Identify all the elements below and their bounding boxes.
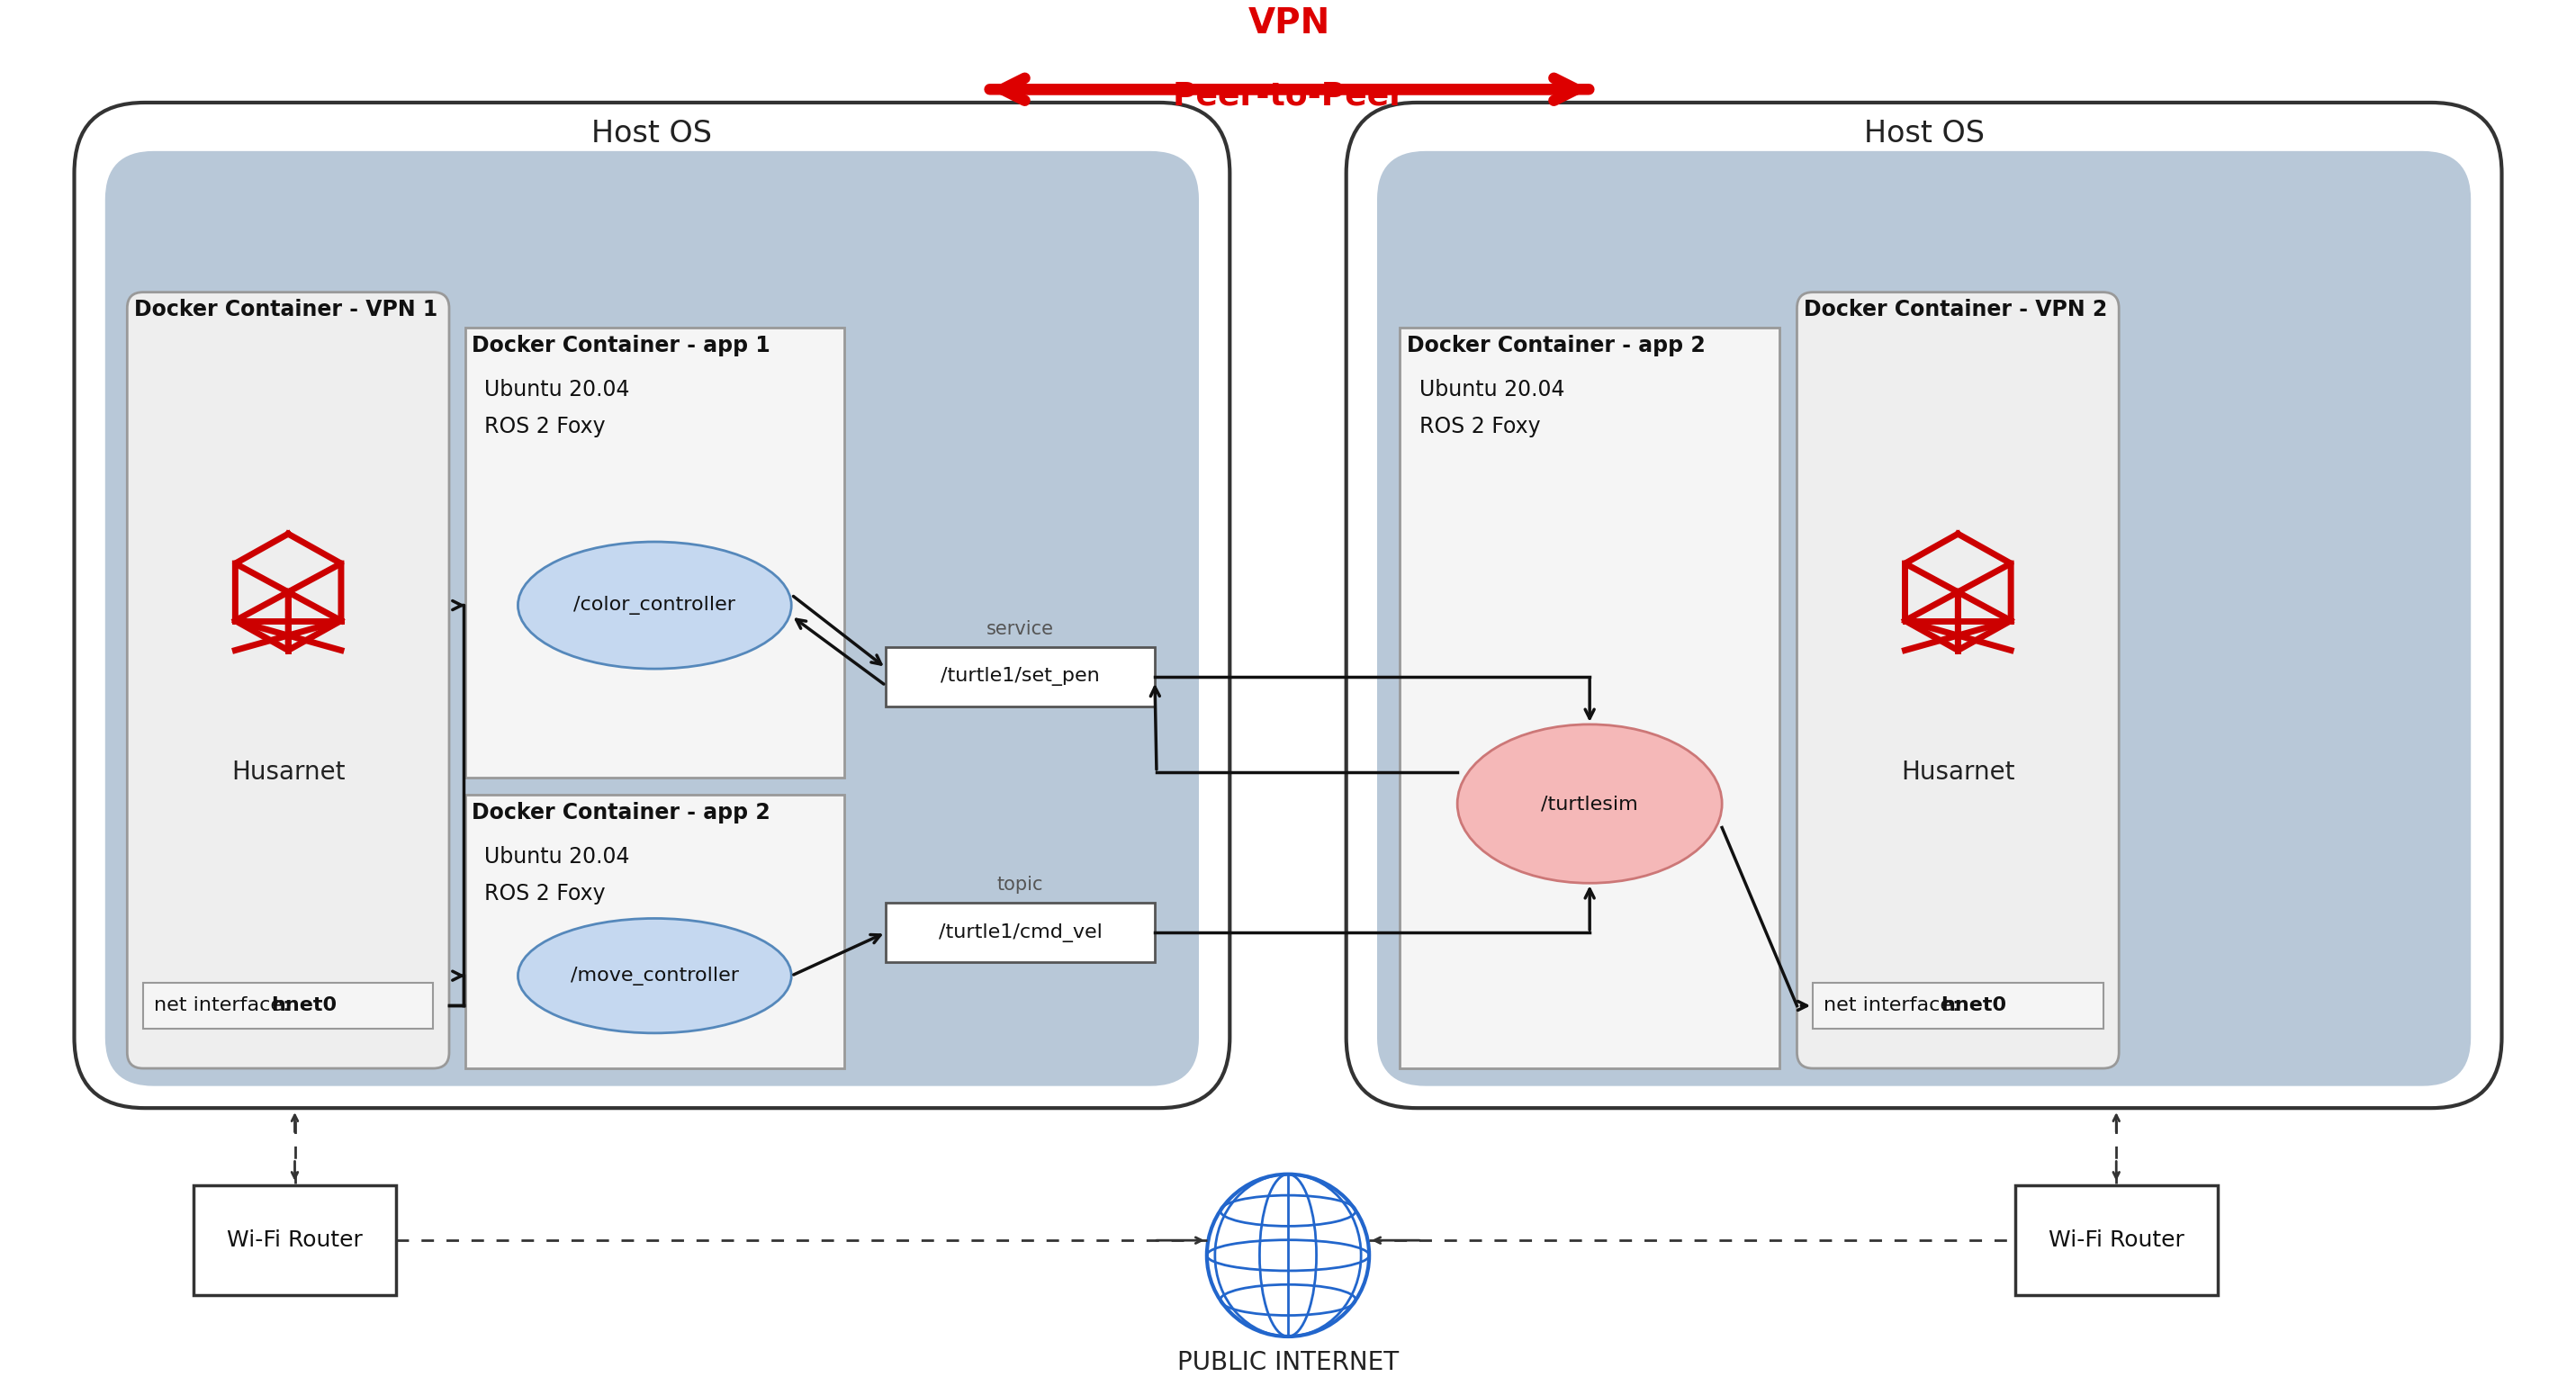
FancyBboxPatch shape [126,292,448,1069]
Text: Docker Container - app 2: Docker Container - app 2 [471,801,770,823]
Text: Docker Container - VPN 2: Docker Container - VPN 2 [1803,299,2107,321]
Text: Host OS: Host OS [592,118,714,149]
Text: Docker Container - app 2: Docker Container - app 2 [1406,335,1705,357]
Bar [2014,1186,2218,1296]
Bar [886,902,1154,963]
Text: Docker Container - app 1: Docker Container - app 1 [471,335,770,357]
Text: /color_controller: /color_controller [574,596,737,614]
Text: ROS 2 Foxy: ROS 2 Foxy [484,883,605,905]
Ellipse shape [1458,724,1721,883]
FancyBboxPatch shape [106,151,1198,1086]
Ellipse shape [518,541,791,669]
FancyBboxPatch shape [1798,292,2120,1069]
Bar [144,983,433,1029]
Text: hnet0: hnet0 [270,997,337,1015]
FancyBboxPatch shape [1378,151,2470,1086]
Bar [886,647,1154,706]
Text: Ubuntu 20.04: Ubuntu 20.04 [484,845,629,868]
Text: ROS 2 Foxy: ROS 2 Foxy [484,416,605,438]
Text: hnet0: hnet0 [1940,997,2007,1015]
FancyBboxPatch shape [75,102,1229,1108]
Bar [1814,983,2102,1029]
Bar [466,795,845,1069]
Text: topic: topic [997,876,1043,894]
Text: PUBLIC INTERNET: PUBLIC INTERNET [1177,1349,1399,1374]
Text: Husarnet: Husarnet [1901,760,2014,785]
Text: net interface:: net interface: [1824,997,1965,1015]
FancyBboxPatch shape [1347,102,2501,1108]
Text: Docker Container - VPN 1: Docker Container - VPN 1 [134,299,438,321]
Text: Ubuntu 20.04: Ubuntu 20.04 [1419,379,1564,401]
Text: /turtle1/cmd_vel: /turtle1/cmd_vel [938,923,1103,942]
Text: Wi-Fi Router: Wi-Fi Router [2048,1230,2184,1252]
Text: Host OS: Host OS [1862,118,1984,149]
Text: Husarnet: Husarnet [232,760,345,785]
Text: VPN: VPN [1249,7,1329,41]
Bar [466,328,845,777]
Text: /turtle1/set_pen: /turtle1/set_pen [940,668,1100,686]
Bar [193,1186,397,1296]
Text: Ubuntu 20.04: Ubuntu 20.04 [484,379,629,401]
Text: /move_controller: /move_controller [569,967,739,985]
Ellipse shape [518,918,791,1033]
Bar [1399,328,1780,1069]
Text: Peer-to-Peer: Peer-to-Peer [1172,80,1406,112]
Text: service: service [987,620,1054,638]
Text: ROS 2 Foxy: ROS 2 Foxy [1419,416,1540,438]
Text: Wi-Fi Router: Wi-Fi Router [227,1230,363,1252]
Text: /turtlesim: /turtlesim [1540,795,1638,812]
Circle shape [1206,1175,1370,1337]
Text: net interface:: net interface: [155,997,296,1015]
